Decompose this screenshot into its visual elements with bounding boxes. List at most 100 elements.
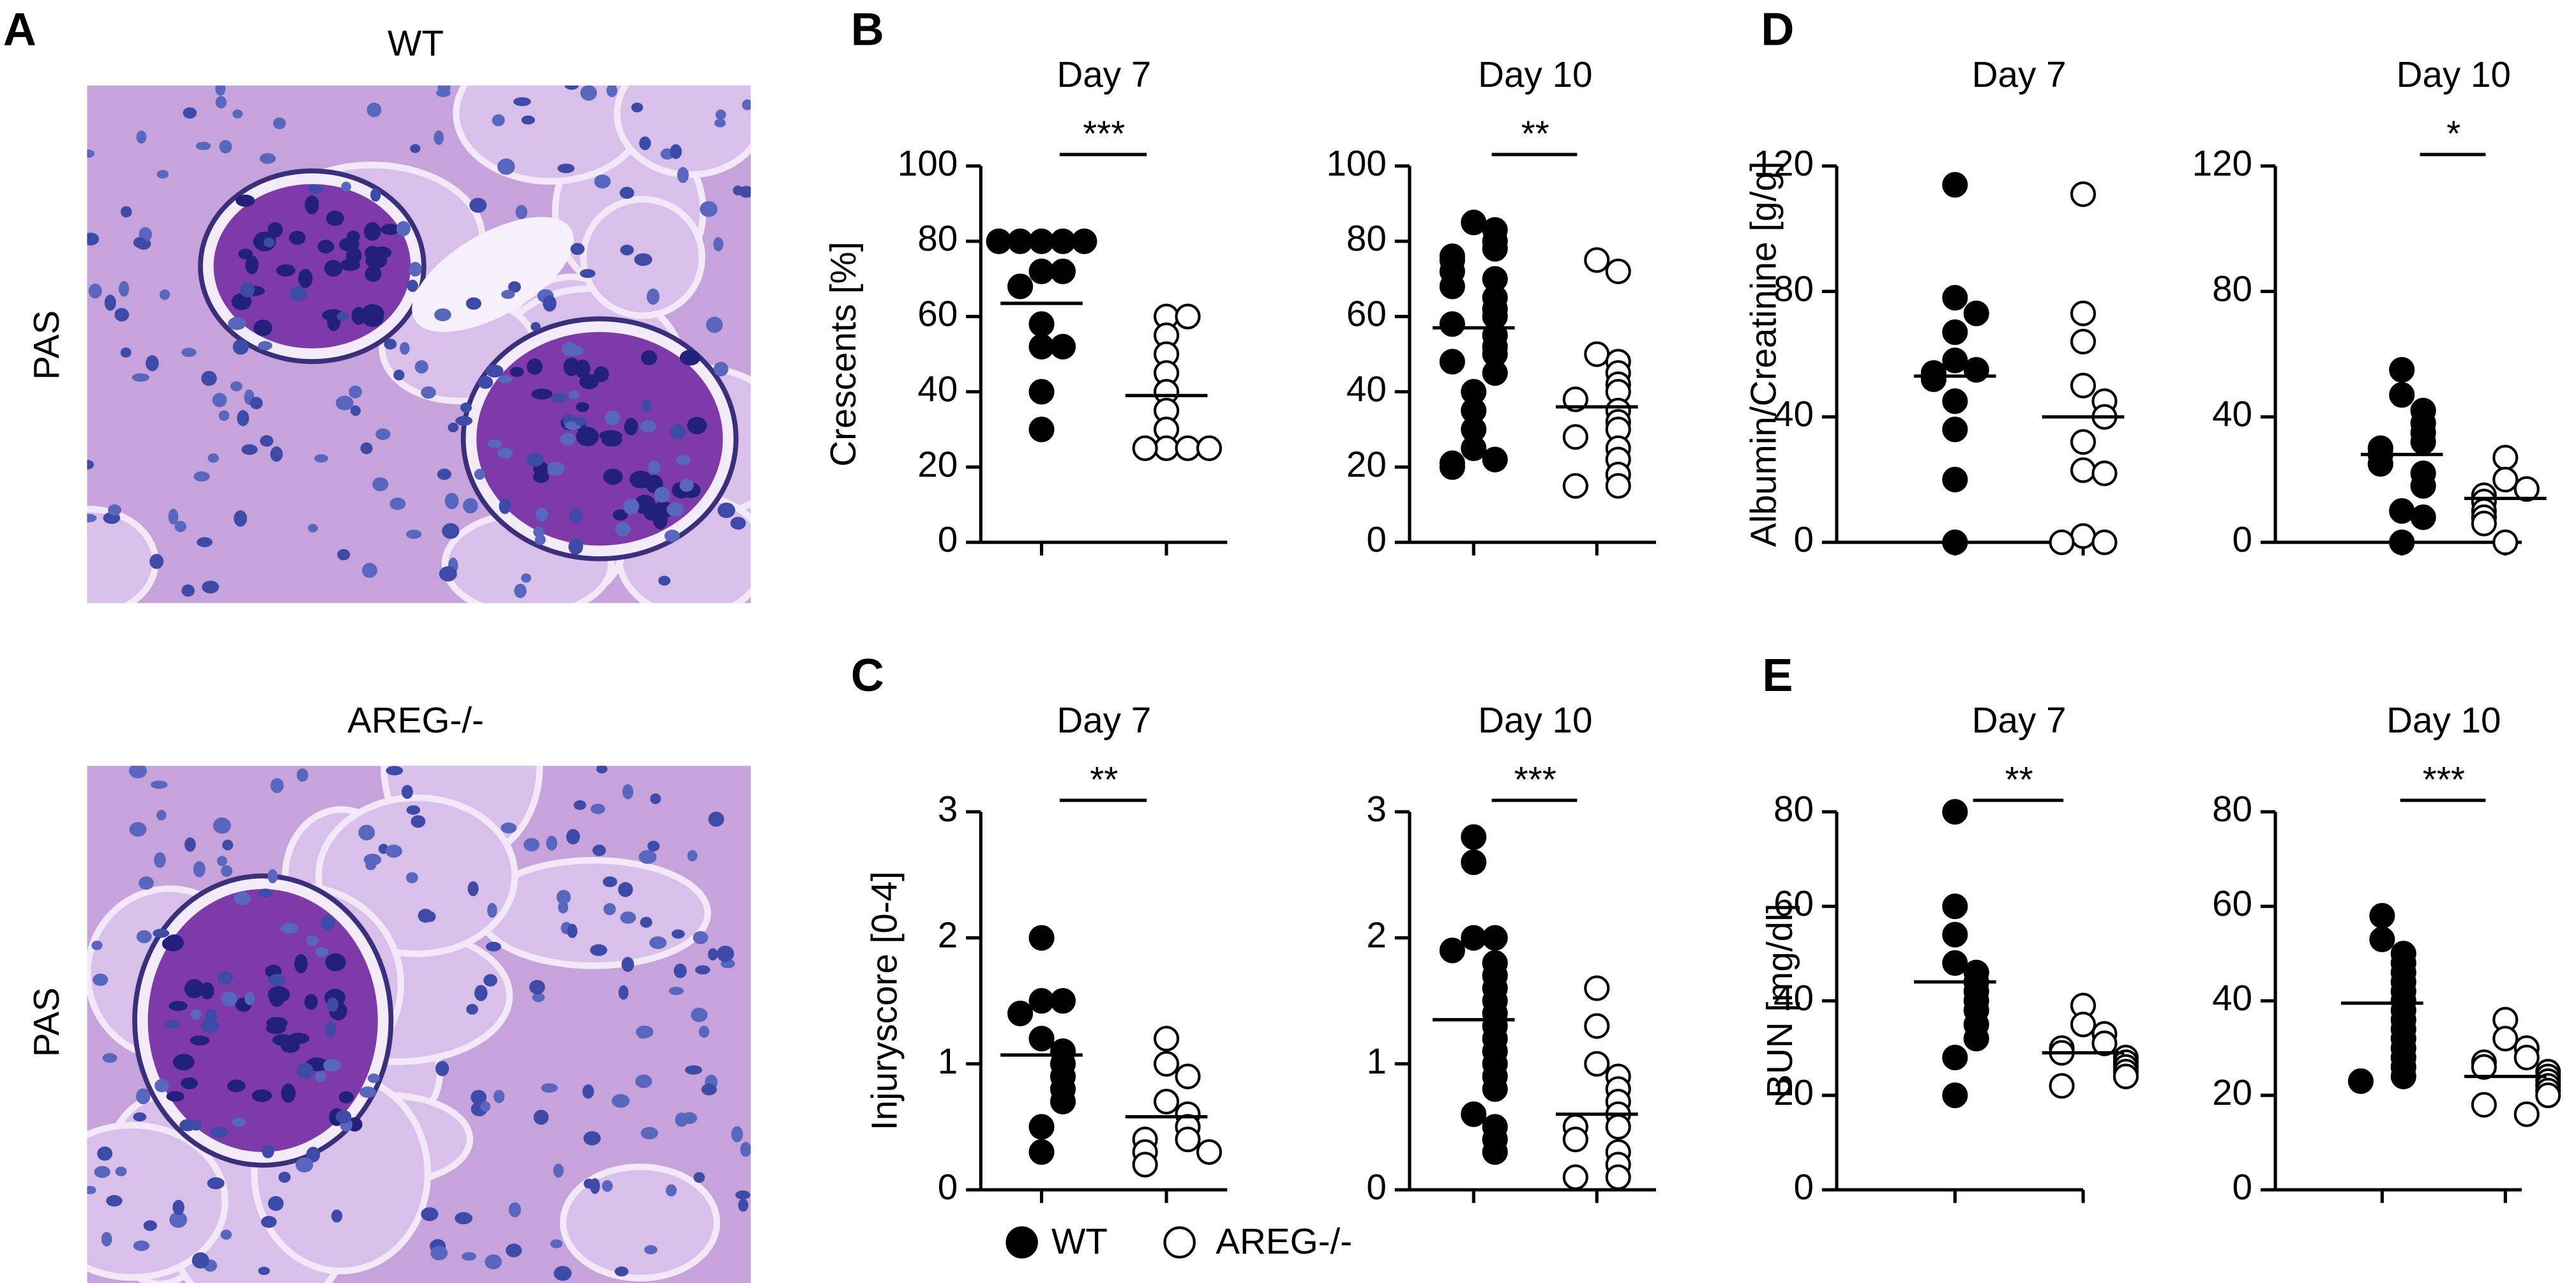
nucleus [87,513,97,523]
nucleus [700,201,718,217]
nucleus [341,181,351,192]
chart-title: Day 7 [1972,700,2067,740]
nucleus [681,1112,698,1125]
data-point [2389,529,2415,556]
nucleus [430,1246,448,1261]
nucleus [621,957,635,972]
nucleus [304,994,318,1010]
nucleus [219,140,232,154]
nucleus [268,974,285,987]
y-tick-label: 0 [938,1167,958,1207]
data-point [1963,357,1989,383]
data-point [1963,300,1989,326]
nucleus [273,117,286,130]
nucleus [190,1035,210,1046]
nucleus [676,455,691,466]
data-point [1482,925,1508,951]
nucleus [360,442,373,455]
nucleus [217,971,233,984]
nucleus [620,245,634,255]
y-tick-label: 40 [917,368,958,409]
data-point [1028,416,1055,443]
nucleus [665,1184,677,1197]
nucleus [465,297,481,310]
nucleus [306,935,319,946]
nucleus [474,985,488,1001]
nucleus [154,852,166,868]
nucleus [245,255,259,275]
data-point [1584,341,1610,367]
nucleus [120,347,132,358]
nucleus [499,498,511,514]
nucleus [471,1089,487,1105]
nucleus [308,184,324,194]
data-point [1028,333,1055,360]
nucleus [372,477,389,492]
nucleus [582,1084,594,1099]
data-point [1584,975,1610,1001]
nucleus [716,945,734,962]
nucleus [614,1266,629,1277]
data-point [1461,1101,1487,1127]
data-point [2513,1044,2540,1071]
nucleus [455,416,473,426]
nucleus [252,1089,272,1102]
nucleus [190,1009,202,1020]
nucleus [93,973,109,986]
nucleus [139,876,154,890]
nucleus [133,237,147,248]
nucleus [324,260,343,277]
nucleus [168,508,179,525]
nucleus [514,584,527,598]
data-point [1196,1139,1223,1165]
nucleus [338,1091,354,1104]
nucleus [365,246,380,260]
data-point [1071,228,1097,254]
data-point [1963,1026,1989,1052]
nucleus [266,1023,286,1035]
nucleus [436,89,451,98]
nucleus [193,471,210,482]
y-axis-label: BUN [mg/dl] [1759,904,1800,1098]
nucleus [554,1266,572,1281]
data-point [1028,311,1055,337]
data-point [1050,333,1076,360]
nucleus [296,1062,314,1079]
nucleus [527,358,543,375]
nucleus [104,294,116,311]
nucleus [133,1240,150,1251]
nucleus [106,1195,123,1207]
data-point [2347,1068,2374,1095]
nucleus [305,195,319,215]
data-point [1007,1000,1034,1026]
nucleus [532,992,545,1003]
nucleus [258,1266,270,1275]
chart-title: Day 10 [2397,54,2511,95]
nucleus [295,1157,313,1173]
data-point [2369,902,2395,929]
y-tick-label: 60 [1774,883,1814,923]
nucleus [202,581,220,594]
nucleus [478,376,493,389]
nucleus [693,930,709,945]
data-point [2535,1082,2561,1109]
nucleus [227,1079,246,1093]
nucleus [102,1053,117,1063]
nucleus [506,1243,522,1257]
nucleus [215,85,226,96]
data-point [1942,529,1968,556]
nucleus [493,1089,505,1104]
nucleus [200,982,215,999]
nucleus [573,800,587,810]
nucleus [207,453,219,463]
nucleus [684,1065,702,1075]
nucleus [570,243,585,255]
nucleus [164,1020,180,1029]
nucleus [239,282,255,298]
nucleus [501,822,517,834]
nucleus [220,1229,232,1240]
nucleus [644,1245,658,1255]
data-point [2492,466,2519,493]
nucleus [87,459,94,470]
nucleus [442,523,460,539]
